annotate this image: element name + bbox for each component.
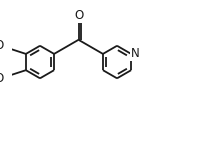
Text: O: O — [74, 9, 83, 22]
Text: O: O — [0, 72, 4, 85]
Text: O: O — [0, 39, 4, 52]
Text: N: N — [131, 47, 140, 60]
